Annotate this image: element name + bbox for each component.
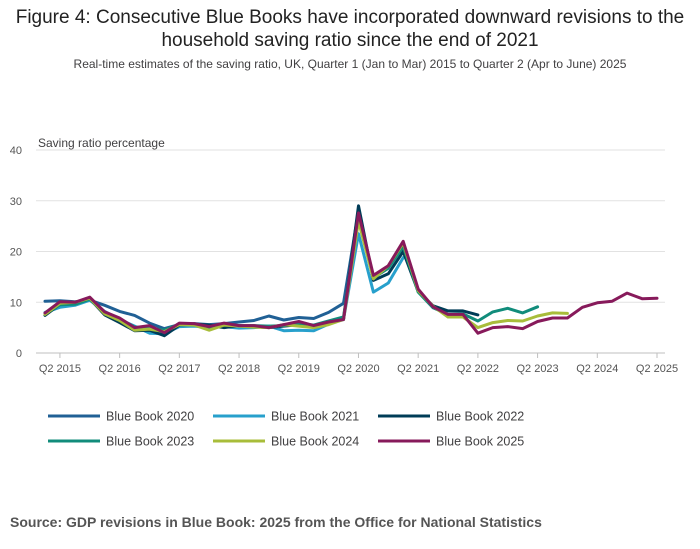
chart-title: Figure 4: Consecutive Blue Books have in… bbox=[15, 7, 685, 51]
y-tick-labels: 0 10 20 30 40 bbox=[10, 145, 22, 360]
source-note: Source: GDP revisions in Blue Book: 2025… bbox=[10, 514, 542, 530]
x-tick-label-6: Q2 2021 bbox=[397, 363, 439, 375]
x-tick-label-8: Q2 2023 bbox=[516, 363, 558, 375]
legend-label-5: Blue Book 2024 bbox=[271, 435, 359, 449]
legend: Blue Book 2020 Blue Book 2021 Blue Book 20… bbox=[48, 410, 524, 449]
series-line-1 bbox=[43, 209, 360, 331]
legend-label-2: Blue Book 2021 bbox=[271, 410, 359, 424]
series-line-5 bbox=[43, 219, 569, 334]
x-tick-label-5: Q2 2020 bbox=[337, 363, 379, 375]
y-tick-label-2: 20 bbox=[10, 247, 22, 259]
legend-label-6: Blue Book 2025 bbox=[436, 435, 524, 449]
legend-label-4: Blue Book 2023 bbox=[106, 435, 194, 449]
series-lines bbox=[43, 204, 659, 338]
y-tick-label-3: 30 bbox=[10, 196, 22, 208]
x-tick-label-10: Q2 2025 bbox=[636, 363, 678, 375]
legend-label-1: Blue Book 2020 bbox=[106, 410, 194, 424]
x-tick-label-3: Q2 2018 bbox=[218, 363, 260, 375]
x-tick-label-4: Q2 2019 bbox=[278, 363, 320, 375]
x-tick-label-9: Q2 2024 bbox=[576, 363, 618, 375]
x-tick-label-1: Q2 2016 bbox=[99, 363, 141, 375]
y-tick-label-4: 40 bbox=[10, 145, 22, 157]
y-tick-label-0: 0 bbox=[16, 348, 22, 360]
series-line-4 bbox=[43, 214, 540, 332]
series-line-6 bbox=[43, 211, 659, 335]
gridlines bbox=[36, 149, 665, 354]
line-chart: Saving ratio percentage 0 10 20 30 40 Q2 201… bbox=[10, 136, 678, 449]
y-tick-label-1: 10 bbox=[10, 297, 22, 309]
x-tick-labels: Q2 2015 Q2 2016 Q2 2017 Q2 2018 Q2 2019 Q2 20… bbox=[39, 353, 678, 375]
x-tick-label-2: Q2 2017 bbox=[158, 363, 200, 375]
x-tick-label-7: Q2 2022 bbox=[457, 363, 499, 375]
legend-label-3: Blue Book 2022 bbox=[436, 410, 524, 424]
chart-subtitle: Real-time estimates of the saving ratio,… bbox=[73, 57, 627, 71]
x-tick-label-0: Q2 2015 bbox=[39, 363, 81, 375]
y-axis-label: Saving ratio percentage bbox=[38, 136, 165, 150]
